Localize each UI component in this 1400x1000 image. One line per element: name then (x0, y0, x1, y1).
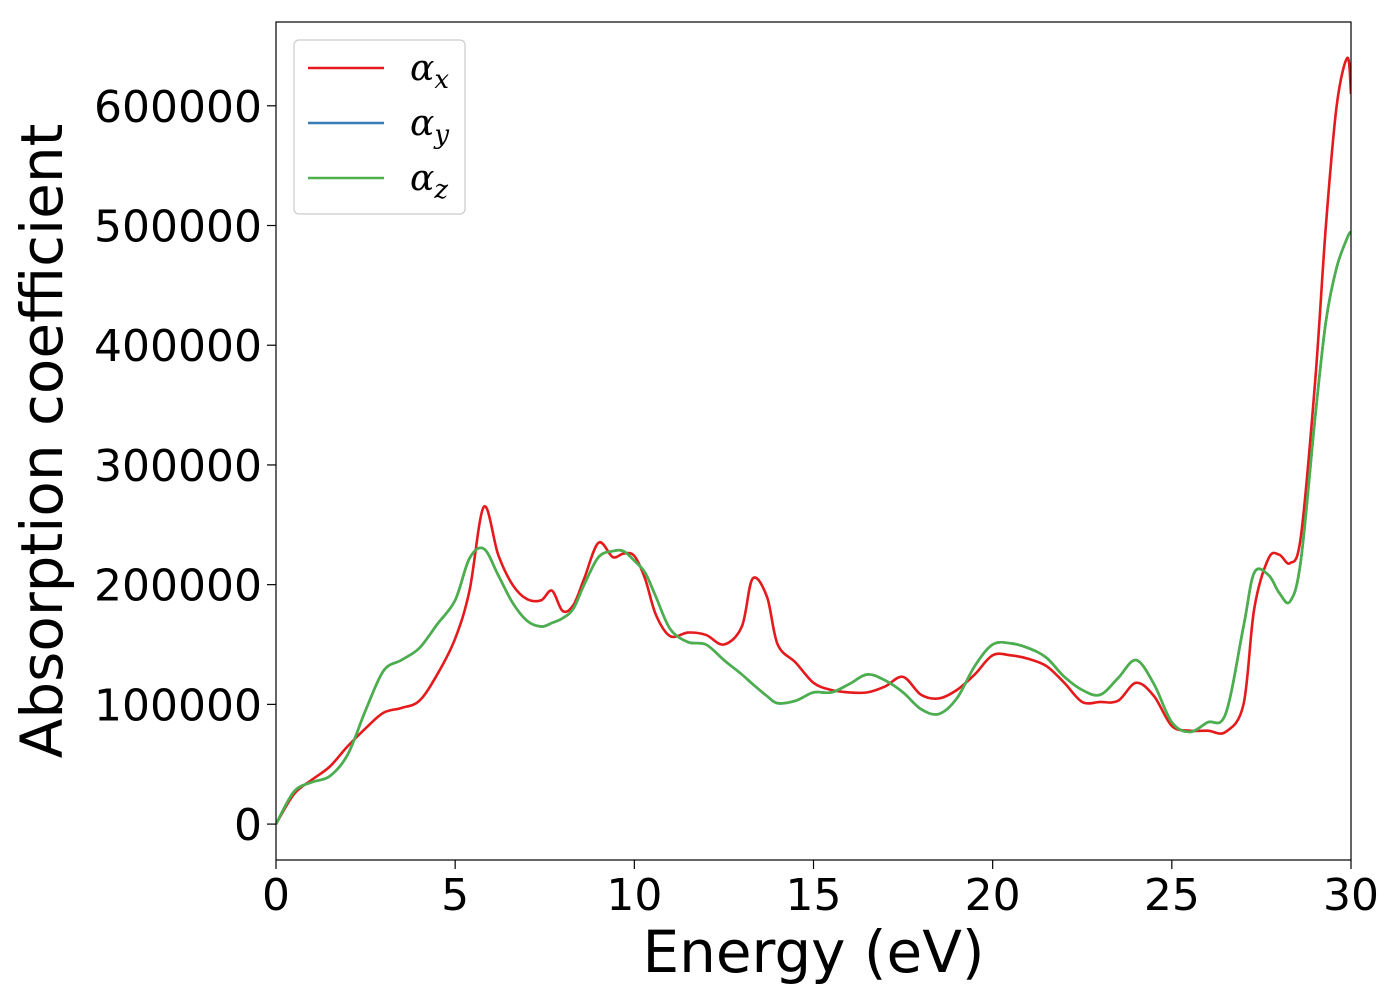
y-tick-label: 500000 (94, 202, 262, 253)
x-tick-label: 10 (606, 870, 662, 921)
x-tick-label: 15 (786, 870, 842, 921)
y-tick-label: 400000 (94, 321, 262, 372)
y-tick-label: 600000 (94, 82, 262, 133)
y-tick-label: 0 (234, 800, 262, 851)
legend-entry-y: αy (410, 103, 449, 150)
y-tick-label: 200000 (94, 561, 262, 612)
x-tick-label: 0 (262, 870, 290, 921)
series-layer (276, 56, 1351, 825)
x-tick-label: 25 (1144, 870, 1200, 921)
series-line-y (276, 230, 1351, 825)
legend-entry-x: αx (410, 48, 449, 95)
y-tick-label: 300000 (94, 441, 262, 492)
y-axis: 0 100000 200000 300000 400000 500000 600000 (94, 82, 276, 851)
legend-box (293, 39, 466, 215)
legend: αx αy αz (293, 39, 466, 215)
y-tick-label: 100000 (94, 680, 262, 731)
legend-entry-z: αz (410, 158, 448, 205)
x-tick-label: 5 (441, 870, 469, 921)
series-line-z (276, 230, 1351, 825)
series-line-x (276, 56, 1351, 825)
x-axis: 0 5 10 15 20 25 30 (262, 860, 1379, 921)
x-tick-label: 30 (1323, 870, 1379, 921)
x-tick-label: 20 (965, 870, 1021, 921)
y-axis-title: Absorption coefficient (8, 124, 76, 759)
x-axis-title: Energy (eV) (642, 918, 984, 986)
